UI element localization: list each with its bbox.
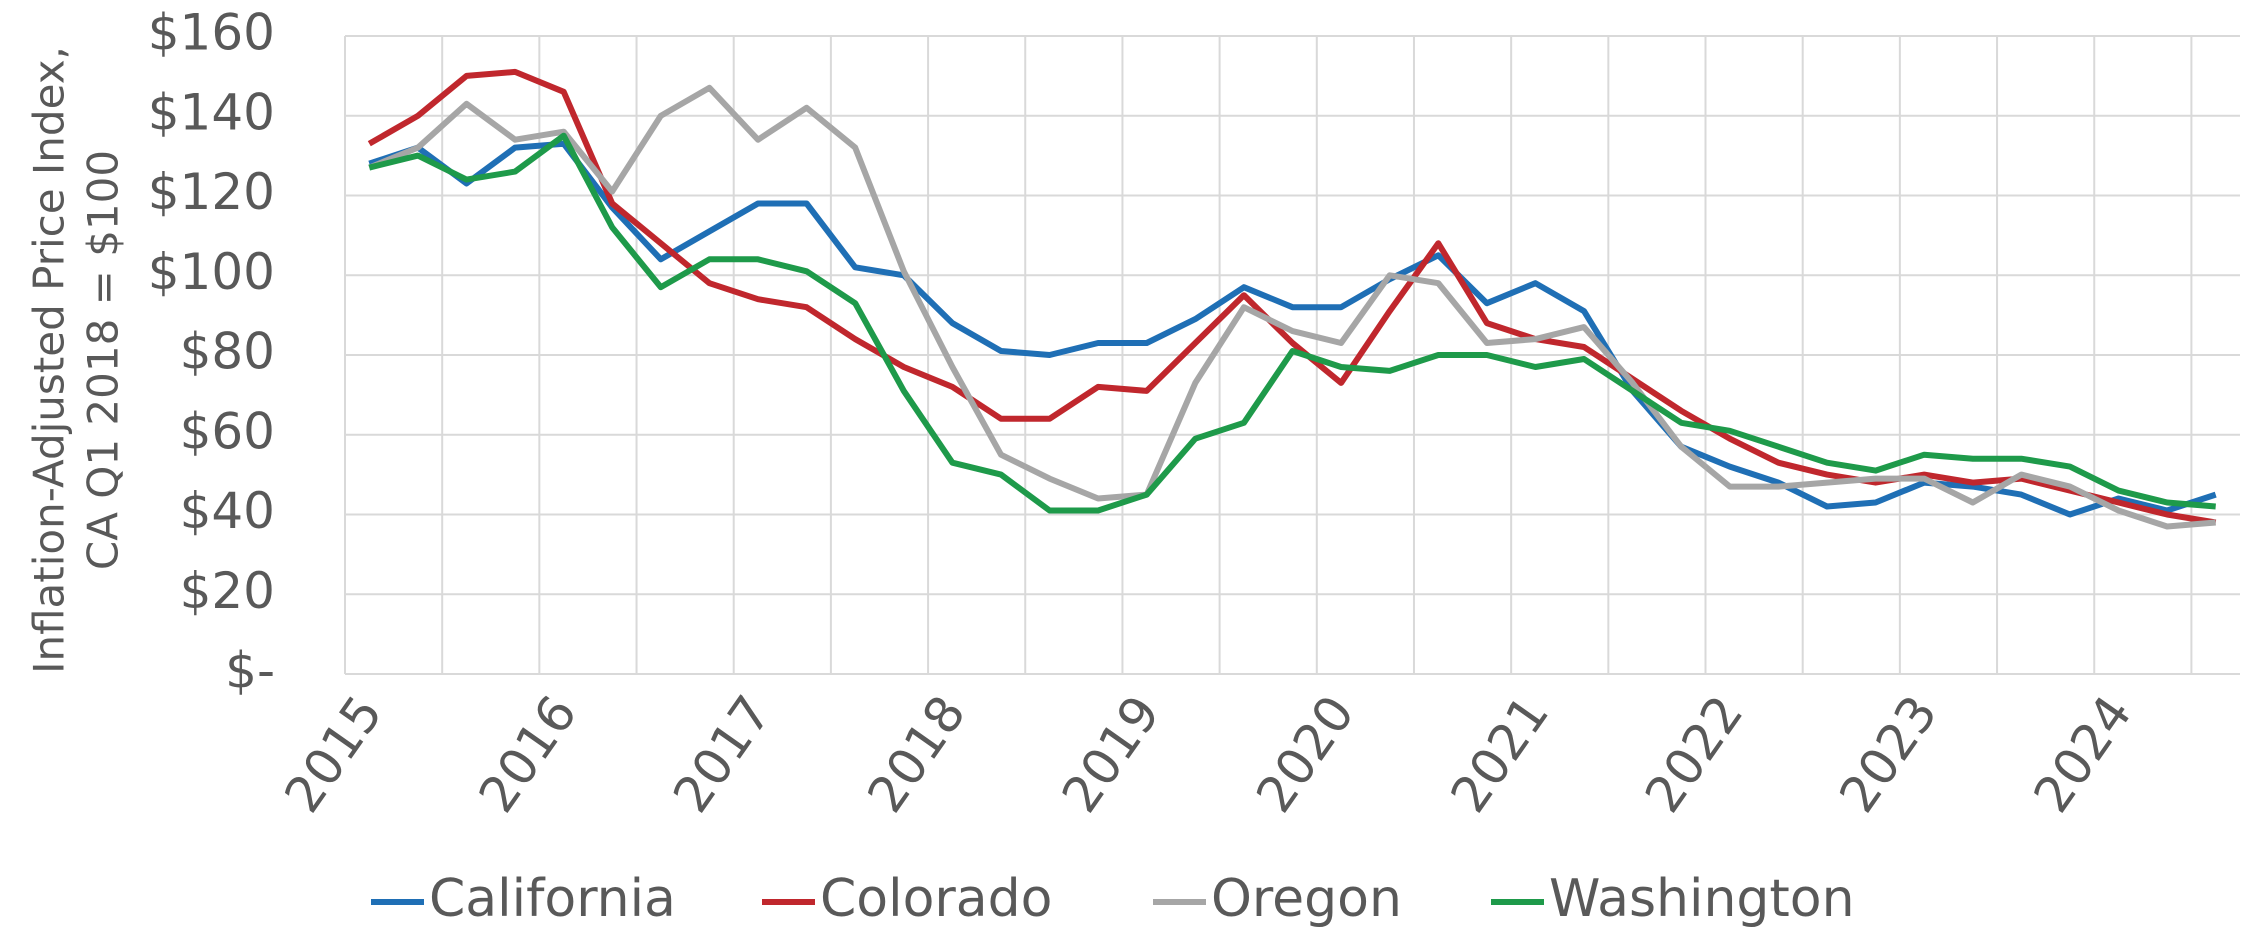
x-tick-label: 2021: [1440, 685, 1560, 823]
x-tick-label: 2016: [468, 685, 588, 823]
x-tick-label: 2024: [2023, 685, 2143, 823]
y-axis-title-line: CA Q1 2018 = $100: [79, 150, 128, 570]
series-line: [368, 84, 2216, 530]
legend-label: California: [429, 869, 676, 929]
series-line: [368, 140, 2217, 518]
y-tick-label: $40: [180, 482, 275, 540]
legend-label: Oregon: [1211, 869, 1402, 929]
x-tick-label: 2019: [1051, 685, 1171, 823]
y-tick-label: $-: [225, 642, 275, 700]
series-line: [368, 132, 2216, 514]
x-tick-label: 2023: [1828, 685, 1948, 823]
x-tick-label: 2018: [856, 685, 976, 823]
x-tick-label: 2017: [662, 685, 782, 823]
y-tick-label: $120: [148, 163, 275, 221]
y-axis-title: Inflation-Adjusted Price Index, CA Q1 20…: [25, 46, 128, 674]
y-tick-label: $20: [180, 562, 275, 620]
y-tick-label: $160: [148, 4, 275, 62]
y-tick-label: $80: [180, 323, 275, 381]
x-tick-label: 2015: [273, 685, 393, 823]
legend-label: Colorado: [820, 869, 1052, 929]
legend-label: Washington: [1549, 869, 1855, 929]
y-tick-label: $140: [148, 83, 275, 141]
y-tick-label: $100: [148, 243, 275, 301]
x-tick-label: 2022: [1634, 685, 1754, 823]
x-tick-label: 2020: [1245, 685, 1365, 823]
y-tick-label: $60: [180, 402, 275, 460]
y-axis-title-line: Inflation-Adjusted Price Index,: [25, 46, 74, 674]
